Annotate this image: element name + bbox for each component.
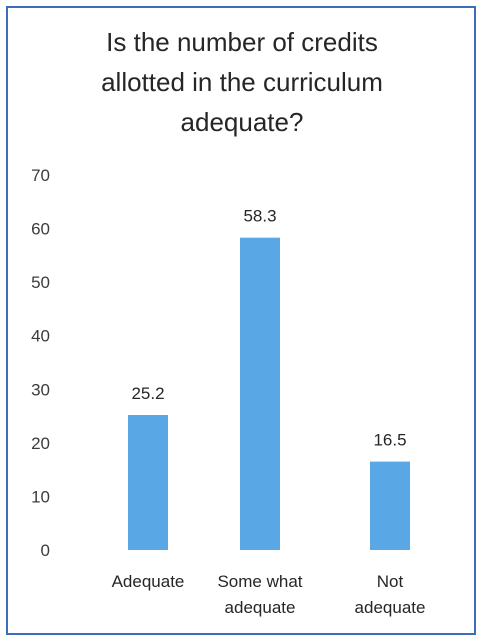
x-tick-label: adequate [225,598,296,617]
y-tick-label: 70 [31,166,50,185]
x-tick-label: Not [377,572,404,591]
y-tick-label: 50 [31,273,50,292]
y-tick-label: 40 [31,327,50,346]
y-tick-label: 60 [31,220,50,239]
y-tick-label: 20 [31,434,50,453]
chart-title: Is the number of credits allotted in the… [20,22,464,142]
bar [240,237,280,550]
y-tick-label: 0 [41,541,50,560]
x-tick-label: Adequate [112,572,185,591]
x-tick-label: adequate [355,598,426,617]
bars: 25.2 58.3 16.5 [128,207,410,550]
y-tick-label: 30 [31,380,50,399]
chart-title-line-2: allotted in the curriculum [101,67,383,97]
x-tick-label: Some what [217,572,302,591]
x-axis: Adequate Some what adequate Not adequate [112,572,426,617]
chart-title-line-1: Is the number of credits [106,27,378,57]
y-axis: 0 10 20 30 40 50 60 70 [31,166,50,560]
data-label: 16.5 [373,431,406,450]
bar [370,461,410,550]
y-tick-label: 10 [31,487,50,506]
chart-title-line-3: adequate? [180,107,304,137]
bar [128,415,168,550]
data-label: 25.2 [131,384,164,403]
data-label: 58.3 [243,207,276,226]
